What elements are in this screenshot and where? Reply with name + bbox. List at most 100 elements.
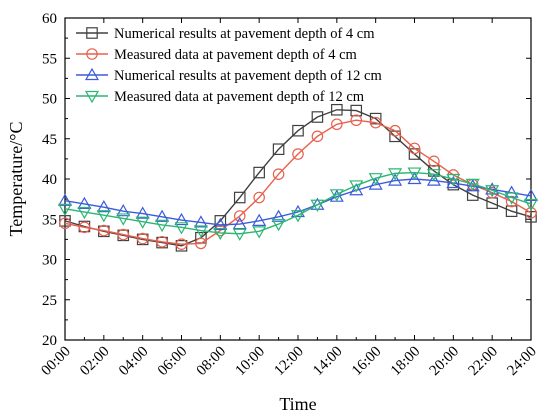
data-point	[78, 221, 91, 234]
data-point	[310, 197, 325, 210]
data-point	[193, 225, 208, 238]
legend-label: Measured data at pavement depth of 4 cm	[114, 47, 358, 63]
data-point	[233, 191, 246, 204]
data-point	[368, 177, 383, 190]
data-point	[523, 188, 539, 201]
x-tick-label: 16:00	[349, 344, 384, 379]
data-point	[213, 217, 228, 230]
x-tick-label: 22:00	[466, 344, 501, 379]
x-tick-label: 18:00	[388, 344, 423, 379]
data-point	[389, 124, 401, 137]
data-point	[331, 103, 343, 116]
y-tick-label: 30	[42, 253, 57, 269]
data-point	[174, 212, 189, 226]
data-point	[331, 118, 343, 131]
legend-marker	[84, 67, 100, 81]
data-point	[98, 224, 110, 237]
data-point	[329, 189, 344, 202]
data-point	[96, 210, 111, 223]
data-point	[252, 226, 267, 239]
data-point	[505, 195, 518, 208]
data-point	[77, 196, 92, 210]
data-point	[428, 155, 440, 168]
data-point	[465, 178, 480, 192]
y-axis-title: Temperature/°C	[6, 122, 26, 237]
data-point	[369, 116, 382, 129]
x-tick-label: 08:00	[194, 344, 229, 379]
x-tick-label: 04:00	[116, 344, 151, 379]
legend-marker	[86, 48, 98, 60]
data-point	[523, 198, 539, 212]
data-point	[175, 238, 188, 251]
data-point	[116, 213, 131, 226]
data-point	[155, 219, 170, 233]
data-point	[349, 180, 364, 193]
data-point	[292, 124, 304, 137]
data-point	[426, 173, 441, 186]
data-point	[311, 130, 324, 143]
legend-label: Numerical results at pavement depth of 1…	[114, 68, 382, 84]
y-tick-label: 45	[42, 132, 57, 148]
data-point	[57, 203, 73, 216]
x-tick-label: 06:00	[155, 344, 190, 379]
data-point	[195, 237, 207, 250]
y-tick-label: 35	[42, 212, 57, 228]
series-line	[64, 171, 532, 235]
data-point	[292, 148, 304, 160]
series-3	[57, 171, 539, 230]
data-point	[368, 173, 383, 186]
data-point	[117, 228, 130, 241]
data-point	[156, 235, 168, 248]
data-point	[271, 209, 286, 222]
series-1	[59, 103, 537, 252]
y-tick-label: 55	[42, 51, 57, 67]
series-4	[57, 167, 539, 241]
data-point	[388, 168, 403, 181]
data-point	[525, 211, 537, 223]
data-point	[272, 168, 285, 180]
data-point	[350, 104, 363, 117]
data-point	[369, 112, 382, 125]
data-point	[135, 206, 150, 219]
x-axis-title: Time	[279, 394, 316, 414]
data-point	[232, 228, 247, 241]
data-point	[272, 143, 285, 156]
data-point	[310, 199, 325, 212]
data-point	[485, 185, 500, 198]
data-point	[136, 232, 149, 245]
x-tick-label: 12:00	[271, 344, 306, 379]
y-tick-label: 25	[42, 293, 57, 309]
y-tick-label: 20	[42, 333, 57, 349]
data-point	[426, 169, 441, 182]
data-point	[59, 217, 71, 230]
y-axis-ticks: 20 25 30 35 40 45 50 55 60	[42, 11, 531, 349]
data-point	[232, 216, 247, 230]
data-point	[408, 142, 421, 155]
legend-label: Measured data at pavement depth of 12 cm	[114, 89, 365, 105]
data-point	[525, 207, 537, 219]
data-point	[252, 213, 267, 226]
data-point	[116, 204, 131, 217]
data-point	[505, 205, 518, 217]
data-point	[174, 222, 189, 235]
data-point	[349, 183, 364, 196]
data-point	[446, 173, 461, 187]
data-point	[96, 199, 111, 213]
series-line	[64, 178, 532, 226]
x-tick-label: 10:00	[233, 344, 268, 379]
legend: Numerical results at pavement depth of 4…	[76, 26, 382, 105]
x-tick-label: 02:00	[77, 344, 112, 379]
legend-marker	[86, 27, 98, 39]
data-point	[155, 209, 170, 222]
data-point	[253, 166, 265, 179]
data-point	[253, 191, 265, 204]
data-point	[388, 173, 403, 186]
y-tick-label: 40	[42, 172, 57, 188]
data-point	[193, 215, 208, 228]
data-point	[214, 215, 227, 227]
y-tick-label: 60	[42, 11, 57, 27]
data-point	[233, 210, 246, 222]
x-tick-label: 24:00	[504, 344, 539, 379]
series-layer	[57, 103, 539, 252]
